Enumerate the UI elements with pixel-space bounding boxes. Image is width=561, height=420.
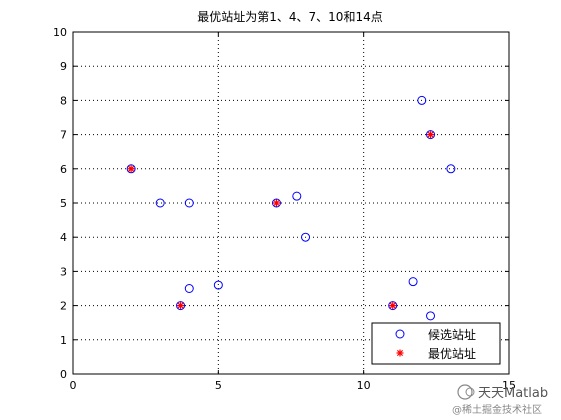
- y-tick-label: 0: [60, 368, 67, 381]
- data-marks: [126, 95, 456, 321]
- asterisk-stroke: [389, 302, 396, 309]
- watermark-logo-icon: [457, 384, 473, 400]
- watermark-credit: @稀土掘金技术社区: [452, 403, 542, 416]
- asterisk-stroke: [427, 131, 434, 138]
- legend-circle-marker: [395, 329, 405, 339]
- axis-ticks: 0 5 10 15 0 1 2 3 4 5 6 7 8 9 10: [53, 26, 516, 392]
- x-tick-label: 5: [215, 379, 222, 392]
- y-tick-label: 5: [60, 197, 67, 210]
- legend-label-optimal: 最优站址: [428, 347, 476, 361]
- x-tick-label: 10: [357, 379, 371, 392]
- y-tick-label: 4: [60, 231, 67, 244]
- data-point-candidate: [184, 284, 194, 293]
- data-point-candidate: [426, 311, 436, 321]
- legend-asterisk-marker: [396, 349, 404, 357]
- y-tick-label: 9: [60, 60, 67, 73]
- data-point-candidate: [184, 198, 194, 208]
- data-point-optimal: [177, 302, 185, 310]
- y-tick-label: 2: [60, 300, 67, 313]
- asterisk-stroke: [273, 199, 280, 207]
- watermark-brand: 天天Matlab: [478, 386, 548, 401]
- data-point-candidate: [388, 301, 398, 311]
- grid-lines: [73, 32, 509, 374]
- data-point-candidate: [271, 198, 281, 208]
- data-point-candidate: [155, 198, 165, 208]
- data-point-candidate: [426, 130, 436, 140]
- watermark-logo-icon-dot: [465, 387, 475, 397]
- data-point-candidate: [417, 95, 427, 105]
- data-point-candidate: [213, 280, 223, 290]
- y-tick-label: 8: [60, 94, 67, 107]
- x-tick-label: 15: [502, 379, 516, 392]
- data-point-candidate: [408, 277, 418, 287]
- asterisk-stroke: [177, 302, 184, 309]
- data-point-candidate: [301, 232, 311, 242]
- watermark: 天天Matlab @稀土掘金技术社区: [452, 384, 548, 416]
- y-tick-label: 1: [60, 334, 67, 347]
- y-tick-label: 7: [60, 129, 67, 142]
- data-point-candidate: [126, 164, 136, 174]
- data-point-optimal: [127, 165, 135, 173]
- legend-asterisk-glyph: [396, 349, 404, 357]
- asterisk-stroke: [128, 165, 135, 172]
- asterisk-stroke: [396, 349, 404, 357]
- data-point-optimal: [272, 199, 280, 207]
- y-tick-label: 3: [60, 265, 67, 278]
- data-point-candidate: [176, 301, 186, 311]
- y-tick-label: 10: [53, 26, 67, 39]
- legend-label-candidate: 候选站址: [428, 328, 476, 342]
- legend: 候选站址 最优站址: [371, 322, 501, 365]
- legend-box: [371, 322, 501, 365]
- chart-title: 最优站址为第1、4、7、10和14点: [197, 10, 382, 24]
- data-point-candidate: [446, 164, 456, 174]
- data-point-optimal: [389, 302, 397, 310]
- data-point-optimal: [427, 131, 435, 139]
- data-point-candidate: [292, 191, 302, 201]
- y-tick-label: 6: [60, 163, 67, 176]
- x-tick-label: 0: [70, 379, 77, 392]
